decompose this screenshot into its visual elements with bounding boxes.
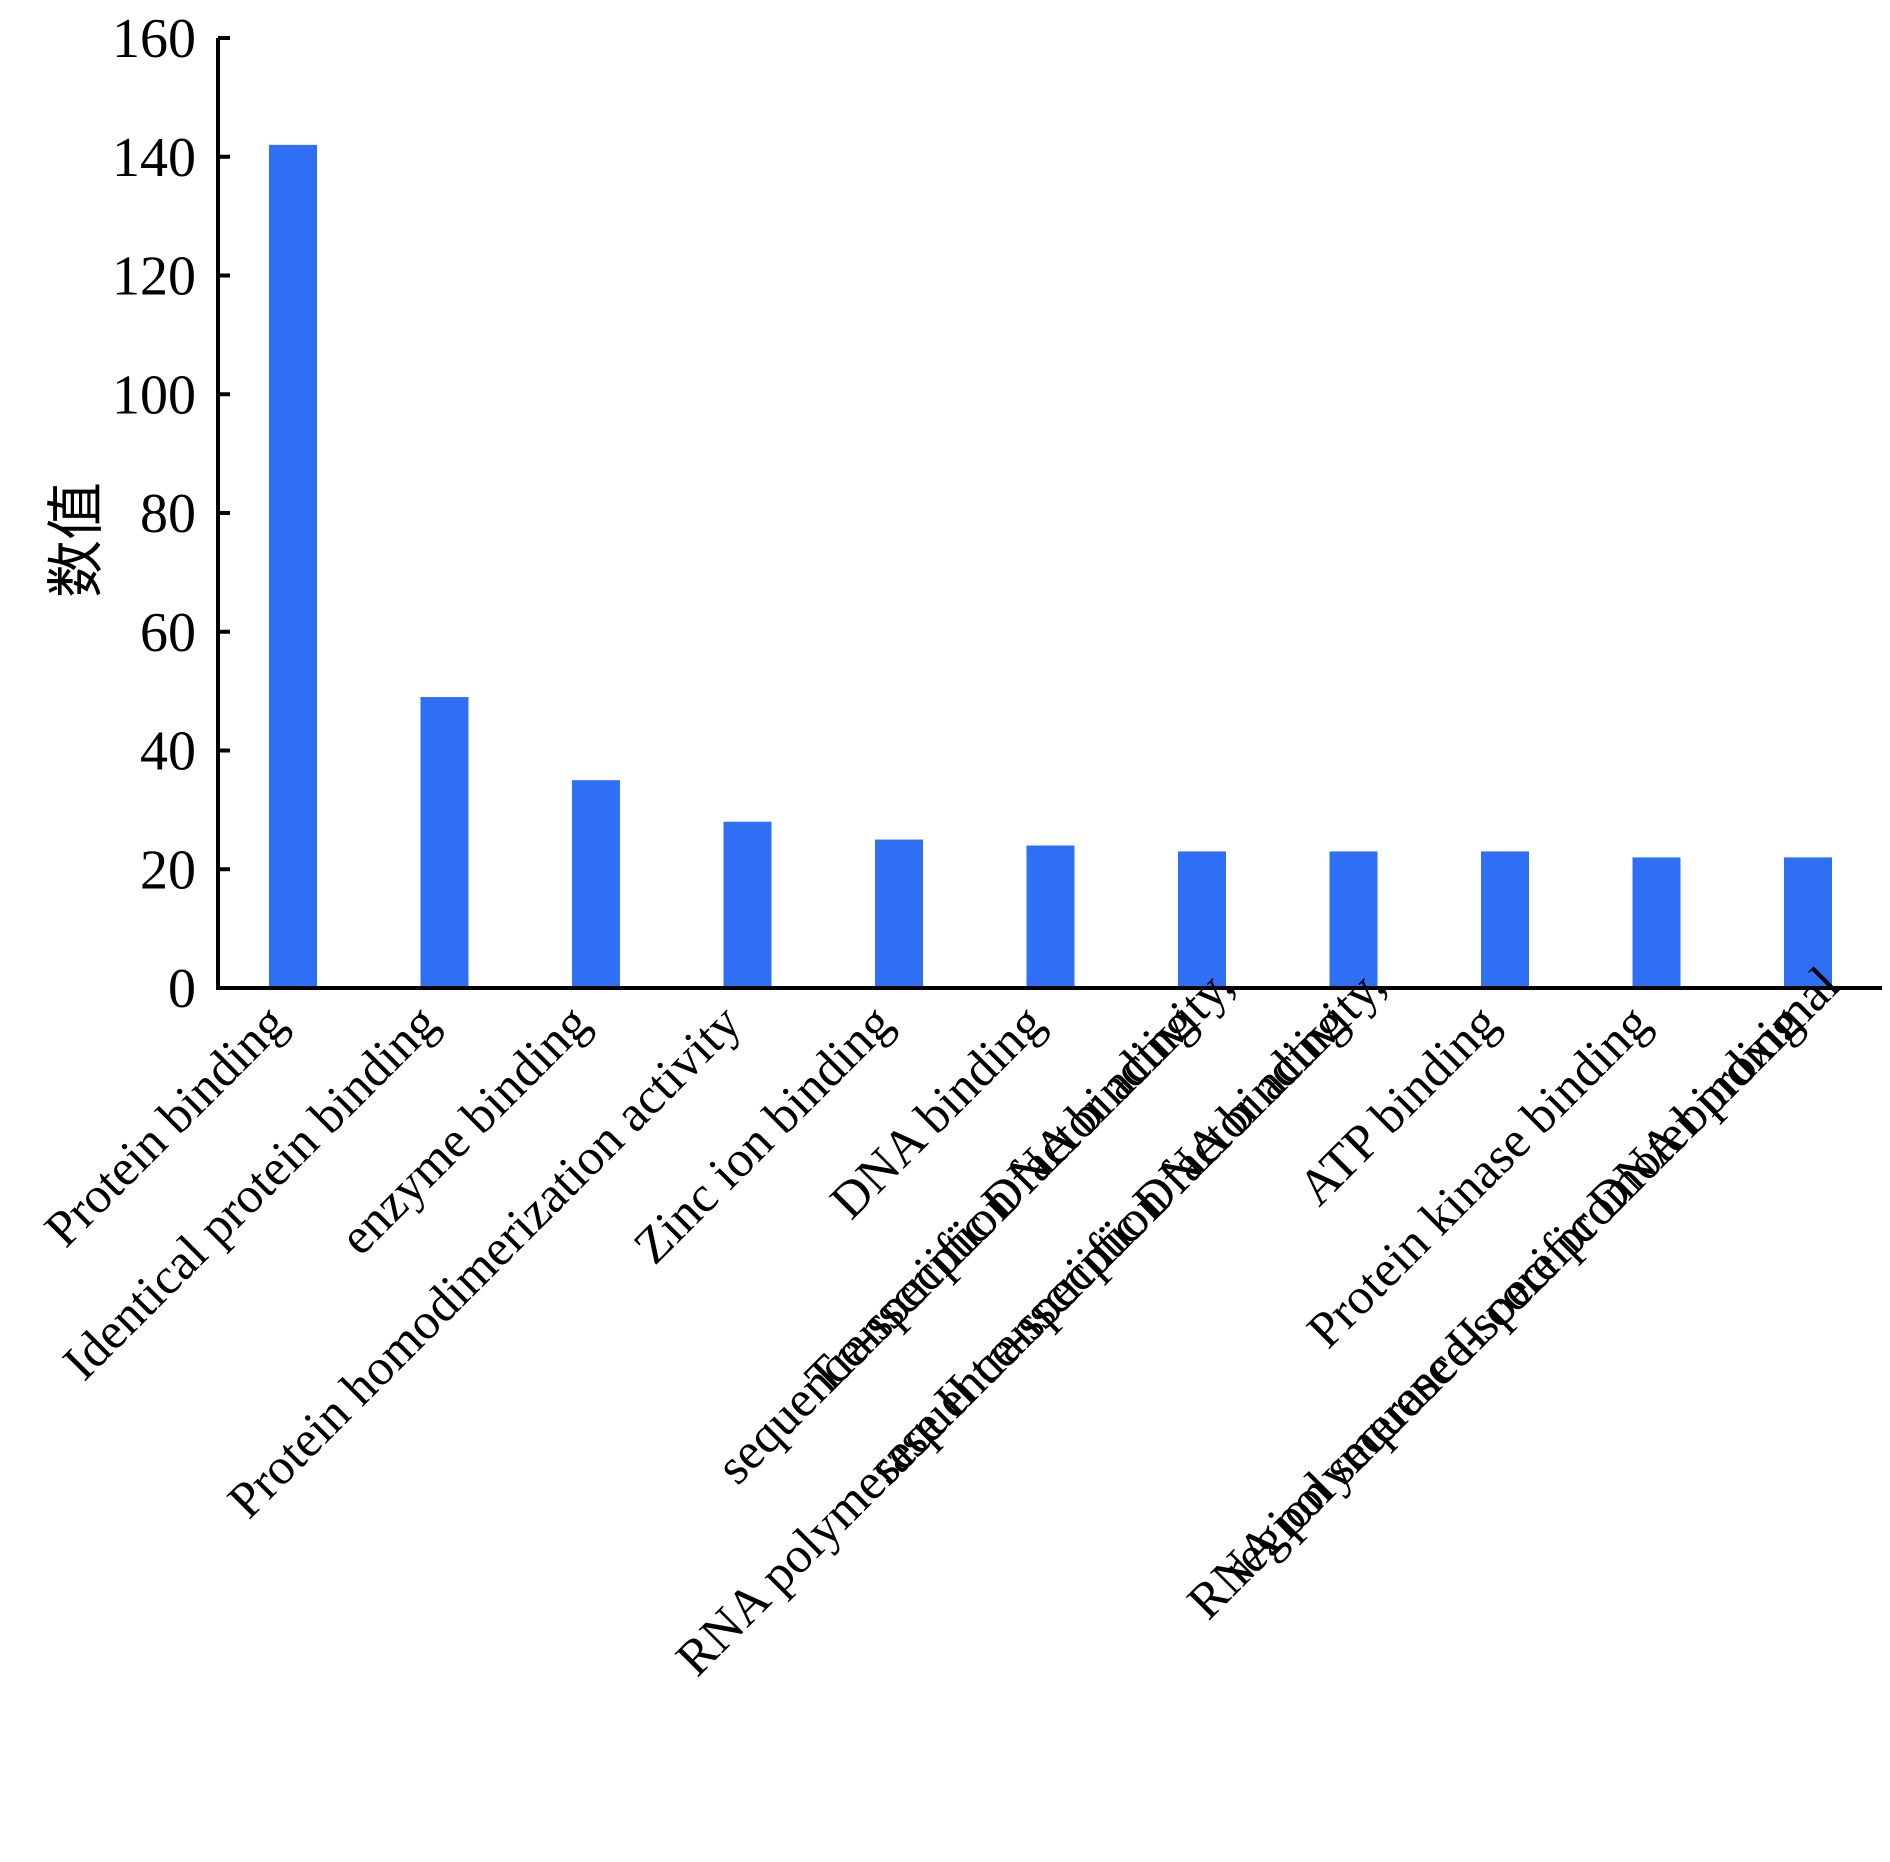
bar [1784,857,1832,988]
y-tick-label: 160 [112,8,196,70]
y-tick-label: 100 [112,364,196,426]
y-tick-label: 60 [140,602,196,664]
bar [572,780,620,988]
bar [723,821,772,988]
bar [1481,851,1529,988]
bar [1329,851,1378,988]
y-tick-label: 0 [168,958,196,1020]
bar [269,144,317,988]
bars-group [269,144,1832,988]
x-tick-label: Zinc ion binding [623,995,903,1275]
bar [875,839,923,988]
y-tick-label: 20 [140,839,196,901]
bar [1178,851,1226,988]
y-tick-label: 140 [112,127,196,189]
bar [420,697,469,988]
y-tick-label: 80 [140,483,196,545]
y-tick-label: 120 [112,246,196,308]
bar [1632,857,1681,988]
y-axis-label: 数值 [44,482,109,598]
y-ticks-group: 0 20 40 60 80 100 120 140 160 [112,8,230,1020]
bar [1026,845,1075,988]
y-tick-label: 40 [140,721,196,783]
